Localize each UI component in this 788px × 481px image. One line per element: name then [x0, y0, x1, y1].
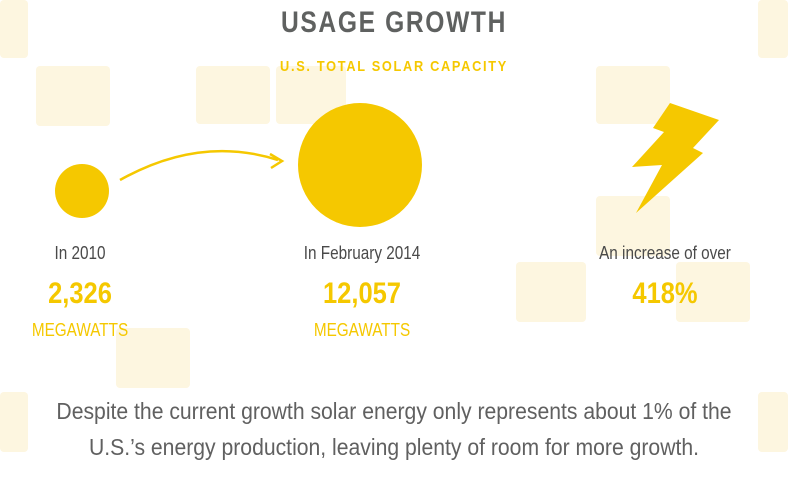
item-label: An increase of over: [599, 243, 731, 263]
background-tile: [596, 196, 670, 256]
footer-text: Despite the current growth solar energy …: [50, 393, 738, 465]
background-tile: [196, 66, 270, 124]
small-sun-circle: [55, 164, 109, 218]
background-tile: [596, 66, 670, 124]
background-tile: [758, 0, 788, 58]
item-value: 12,057: [322, 277, 401, 310]
background-tile: [116, 328, 190, 388]
growth-arrow: [119, 149, 279, 182]
background-tile: [758, 392, 788, 452]
background-tile: [36, 66, 110, 126]
background-tile: [0, 392, 28, 452]
page-subtitle: U.S. TOTAL SOLAR CAPACITY: [280, 58, 508, 75]
arrow-head-icon: [269, 152, 285, 170]
item-label: In 2010: [54, 243, 106, 263]
item-unit: MEGAWATTS: [31, 320, 129, 340]
background-tile: [516, 262, 586, 322]
large-sun-circle: [298, 103, 422, 227]
item-value: 418%: [632, 277, 698, 310]
background-tile: [0, 0, 28, 58]
page-title: USAGE GROWTH: [280, 6, 508, 39]
item-value: 2,326: [48, 277, 112, 310]
lightning-bolt-icon: [632, 103, 719, 213]
item-label: In February 2014: [303, 243, 421, 263]
background-tile: [676, 262, 750, 322]
footer-line: Despite the current growth solar energy …: [56, 398, 732, 424]
footer-line: U.S.’s energy production, leaving plenty…: [88, 434, 700, 460]
item-unit: MEGAWATTS: [313, 320, 411, 340]
